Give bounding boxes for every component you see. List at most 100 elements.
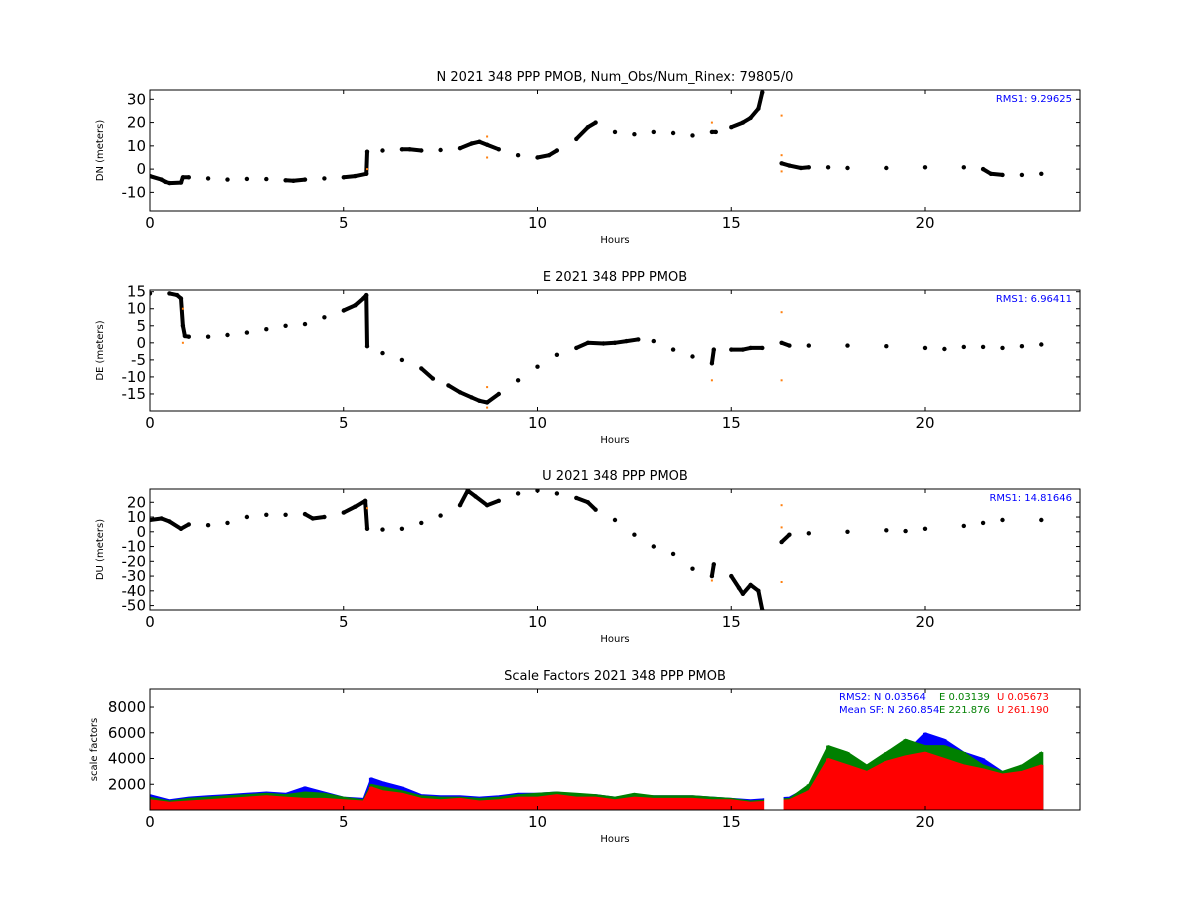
y-tick-label: 2000 <box>108 775 146 793</box>
data-point-43 <box>729 347 734 352</box>
data-point-27 <box>484 142 490 147</box>
data-point-47 <box>806 531 811 536</box>
plot-area <box>150 689 1044 810</box>
data-point-53 <box>942 346 947 352</box>
data-point-25 <box>469 395 474 400</box>
data-point-26 <box>477 398 482 403</box>
outlier-point-4 <box>780 114 783 117</box>
data-point-25 <box>496 498 501 503</box>
data-point-1 <box>167 291 172 296</box>
bar-U-4 <box>225 798 230 810</box>
y-axis-label: DE (meters) <box>95 320 106 380</box>
data-point-44 <box>740 120 746 125</box>
data-point-31 <box>554 352 560 357</box>
y-tick-label: -10 <box>122 368 147 386</box>
series-line <box>150 92 1041 183</box>
data-point-50 <box>903 528 908 534</box>
bar-U-42 <box>961 764 966 810</box>
data-point-7 <box>205 176 211 181</box>
data-point-2 <box>163 179 168 185</box>
data-point-57 <box>980 166 986 172</box>
bar-U-36 <box>845 764 850 810</box>
data-point-17 <box>364 292 369 298</box>
outlier-point-0 <box>366 507 368 510</box>
data-point-25 <box>469 141 474 146</box>
data-point-30 <box>585 500 591 505</box>
y-axis-label: DN (meters) <box>95 120 106 182</box>
data-point-20 <box>438 513 443 518</box>
data-point-46 <box>760 345 765 351</box>
data-point-36 <box>624 338 629 344</box>
data-point-47 <box>760 90 765 95</box>
outlier-point-5 <box>780 154 783 157</box>
data-point-46 <box>756 106 761 111</box>
data-point-42 <box>748 582 753 588</box>
data-point-52 <box>961 523 966 529</box>
bar-U-2 <box>186 801 191 810</box>
x-tick-label: 20 <box>915 214 934 232</box>
x-axis-label: Hours <box>600 435 629 446</box>
y-tick-label: -10 <box>122 538 147 556</box>
x-tick-label: 5 <box>339 613 349 631</box>
x-tick-label: 0 <box>145 813 155 831</box>
data-point-43 <box>756 588 761 593</box>
bar-U-29 <box>690 798 695 810</box>
data-point-55 <box>922 165 928 170</box>
data-point-56 <box>1000 345 1005 351</box>
data-point-41 <box>740 591 746 596</box>
data-point-45 <box>779 539 784 545</box>
bar-U-43 <box>981 768 986 810</box>
outlier-point-4 <box>780 526 783 529</box>
data-point-55 <box>1039 517 1044 523</box>
stats-label-1: E 0.03139 <box>939 692 990 703</box>
data-point-14 <box>322 176 327 181</box>
bar-U-26 <box>632 797 637 810</box>
data-point-31 <box>593 507 598 512</box>
bar-U-8 <box>303 798 307 810</box>
stats-label-4: E 221.876 <box>939 705 990 716</box>
data-point-35 <box>593 120 598 125</box>
data-point-37 <box>632 132 637 137</box>
data-point-21 <box>407 147 412 152</box>
x-tick-label: 10 <box>528 613 547 631</box>
outlier-point-0 <box>366 168 368 171</box>
data-point-30 <box>535 155 540 160</box>
data-point-1 <box>159 516 164 521</box>
axes-frame <box>149 289 1081 412</box>
data-point-44 <box>760 607 765 610</box>
y-tick-label: 10 <box>127 137 146 155</box>
data-point-18 <box>364 344 370 349</box>
data-point-39 <box>729 573 734 579</box>
data-point-51 <box>922 526 928 531</box>
bar-U-33 <box>787 799 792 810</box>
bar-U-3 <box>206 799 211 810</box>
outlier-point-2 <box>486 156 489 159</box>
data-point-11 <box>310 516 315 521</box>
x-axis-label: Hours <box>600 834 629 845</box>
data-point-9 <box>244 176 250 182</box>
rms-annotation: RMS1: 9.29625 <box>996 94 1072 105</box>
data-point-8 <box>225 177 230 182</box>
x-tick-label: 15 <box>722 214 741 232</box>
bar-U-22 <box>554 794 559 810</box>
data-point-6 <box>186 175 191 180</box>
data-point-52 <box>922 345 928 351</box>
data-point-13 <box>341 510 346 515</box>
data-point-58 <box>988 171 994 176</box>
data-point-36 <box>612 129 618 135</box>
bar-U-23 <box>574 797 579 810</box>
data-point-4 <box>178 180 184 185</box>
x-axis-label: Hours <box>600 634 629 645</box>
data-point-3 <box>178 296 184 301</box>
data-point-38 <box>711 562 716 567</box>
data-point-10 <box>302 511 308 517</box>
data-point-54 <box>961 344 966 350</box>
data-point-7 <box>244 514 250 520</box>
data-point-7 <box>205 334 211 339</box>
data-point-49 <box>787 163 792 168</box>
x-tick-label: 20 <box>915 414 934 432</box>
data-point-13 <box>302 177 308 182</box>
data-point-41 <box>709 129 715 135</box>
